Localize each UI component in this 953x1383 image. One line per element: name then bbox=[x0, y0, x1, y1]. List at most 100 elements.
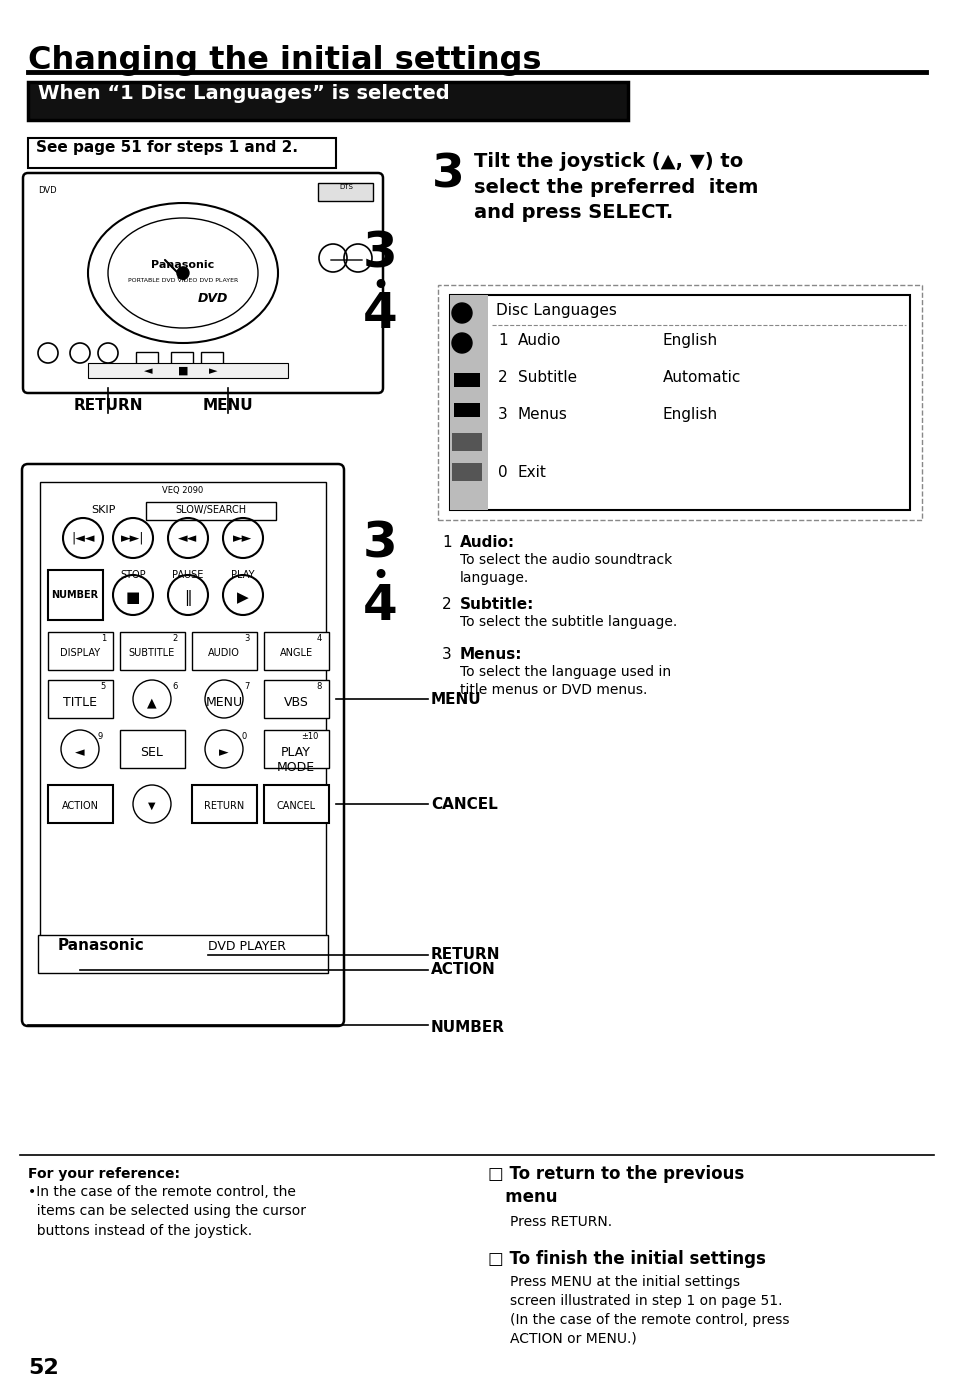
Text: ±10: ±10 bbox=[301, 732, 318, 741]
Bar bbox=[28, 138, 335, 167]
Bar bbox=[264, 730, 329, 768]
Text: Changing the initial settings: Changing the initial settings bbox=[28, 46, 541, 76]
Bar bbox=[454, 373, 479, 387]
Text: Subtitle:: Subtitle: bbox=[459, 597, 534, 613]
Text: To select the audio soundtrack
language.: To select the audio soundtrack language. bbox=[459, 553, 672, 585]
Text: STOP: STOP bbox=[120, 570, 146, 579]
Bar bbox=[40, 483, 326, 942]
Text: Disc Languages: Disc Languages bbox=[496, 303, 617, 318]
Text: CANCEL: CANCEL bbox=[431, 797, 497, 812]
Text: English: English bbox=[662, 333, 718, 349]
Text: 3: 3 bbox=[362, 520, 397, 568]
Bar bbox=[120, 632, 185, 669]
Text: MENU: MENU bbox=[202, 398, 253, 414]
Text: SUBTITLE: SUBTITLE bbox=[129, 649, 175, 658]
Text: See page 51 for steps 1 and 2.: See page 51 for steps 1 and 2. bbox=[36, 140, 297, 155]
Text: DISPLAY: DISPLAY bbox=[60, 649, 100, 658]
Text: NUMBER: NUMBER bbox=[431, 1021, 504, 1034]
Text: 4: 4 bbox=[316, 633, 322, 643]
Bar bbox=[452, 433, 481, 451]
Bar bbox=[146, 502, 275, 520]
Bar bbox=[264, 786, 329, 823]
Text: ◄◄: ◄◄ bbox=[178, 532, 197, 545]
Text: SLOW/SEARCH: SLOW/SEARCH bbox=[175, 505, 246, 514]
Text: Press RETURN.: Press RETURN. bbox=[510, 1216, 612, 1229]
Text: RETURN: RETURN bbox=[431, 947, 500, 963]
Bar bbox=[28, 82, 627, 120]
Text: Menus: Menus bbox=[517, 407, 567, 422]
Text: ►►: ►► bbox=[233, 532, 253, 545]
Text: VBS: VBS bbox=[283, 696, 308, 709]
Text: Menus:: Menus: bbox=[459, 647, 522, 662]
Text: •In the case of the remote control, the
  items can be selected using the cursor: •In the case of the remote control, the … bbox=[28, 1185, 306, 1238]
Bar bbox=[264, 632, 329, 669]
Text: □ To return to the previous
   menu: □ To return to the previous menu bbox=[488, 1164, 743, 1206]
Text: 2: 2 bbox=[172, 633, 178, 643]
Bar bbox=[450, 295, 909, 510]
Text: □ To finish the initial settings: □ To finish the initial settings bbox=[488, 1250, 765, 1268]
Text: 1: 1 bbox=[101, 633, 106, 643]
Text: PAUSE: PAUSE bbox=[172, 570, 204, 579]
Text: 1: 1 bbox=[497, 333, 507, 349]
Text: •: • bbox=[371, 561, 389, 591]
Text: 4: 4 bbox=[362, 290, 397, 337]
Text: RETURN: RETURN bbox=[204, 801, 244, 810]
Text: ACTION: ACTION bbox=[61, 801, 98, 810]
Text: Panasonic: Panasonic bbox=[58, 938, 145, 953]
Text: 0: 0 bbox=[497, 465, 507, 480]
Text: Subtitle: Subtitle bbox=[517, 371, 577, 384]
Text: ►►|: ►►| bbox=[121, 532, 145, 545]
Bar bbox=[48, 570, 103, 620]
Text: 3: 3 bbox=[362, 230, 397, 278]
Bar bbox=[192, 786, 256, 823]
Text: •: • bbox=[371, 272, 389, 301]
Circle shape bbox=[452, 333, 472, 353]
Text: RETURN: RETURN bbox=[73, 398, 143, 414]
Text: 4: 4 bbox=[362, 582, 397, 631]
Text: ‖: ‖ bbox=[184, 591, 192, 606]
Text: CANCEL: CANCEL bbox=[276, 801, 315, 810]
Text: DVD: DVD bbox=[38, 185, 56, 195]
Text: Audio:: Audio: bbox=[459, 535, 515, 550]
Text: To select the language used in
title menus or DVD menus.: To select the language used in title men… bbox=[459, 665, 670, 697]
Text: Tilt the joystick (▲, ▼) to
select the preferred  item
and press SELECT.: Tilt the joystick (▲, ▼) to select the p… bbox=[474, 152, 758, 223]
Bar bbox=[48, 632, 112, 669]
Text: 52: 52 bbox=[28, 1358, 59, 1377]
FancyBboxPatch shape bbox=[23, 173, 382, 393]
Text: MENU: MENU bbox=[431, 692, 481, 707]
Text: ◄: ◄ bbox=[75, 745, 85, 759]
Text: 0: 0 bbox=[241, 732, 247, 741]
Text: SKIP: SKIP bbox=[91, 505, 115, 514]
Circle shape bbox=[177, 267, 189, 279]
Bar bbox=[38, 935, 328, 974]
Bar bbox=[450, 295, 488, 510]
Text: ANGLE: ANGLE bbox=[279, 649, 313, 658]
Text: Automatic: Automatic bbox=[662, 371, 740, 384]
Text: DTS: DTS bbox=[338, 184, 353, 189]
Text: 8: 8 bbox=[316, 682, 322, 692]
Bar bbox=[454, 402, 479, 418]
Text: Audio: Audio bbox=[517, 333, 560, 349]
Text: ■: ■ bbox=[177, 366, 188, 376]
Bar bbox=[48, 680, 112, 718]
Text: Press MENU at the initial settings
screen illustrated in step 1 on page 51.
(In : Press MENU at the initial settings scree… bbox=[510, 1275, 789, 1346]
Text: 3: 3 bbox=[497, 407, 507, 422]
Text: ►: ► bbox=[209, 366, 217, 376]
Text: DVD PLAYER: DVD PLAYER bbox=[208, 940, 286, 953]
Text: DVD: DVD bbox=[197, 292, 228, 304]
Text: 9: 9 bbox=[97, 732, 103, 741]
Text: ACTION: ACTION bbox=[431, 963, 496, 976]
Bar bbox=[317, 183, 373, 201]
Bar bbox=[452, 463, 481, 481]
Text: PLAY
MODE: PLAY MODE bbox=[276, 745, 314, 774]
Text: ◄: ◄ bbox=[144, 366, 152, 376]
Text: 3: 3 bbox=[432, 152, 464, 196]
Text: AUDIO: AUDIO bbox=[208, 649, 240, 658]
Bar bbox=[171, 353, 193, 371]
Text: To select the subtitle language.: To select the subtitle language. bbox=[459, 615, 677, 629]
Text: NUMBER: NUMBER bbox=[51, 591, 98, 600]
Text: Panasonic: Panasonic bbox=[152, 260, 214, 270]
Text: Exit: Exit bbox=[517, 465, 546, 480]
Text: 3: 3 bbox=[441, 647, 452, 662]
Bar bbox=[201, 353, 223, 371]
